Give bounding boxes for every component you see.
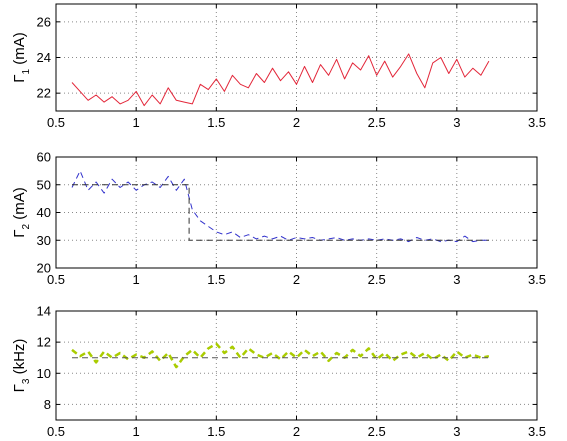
series-line-2 (72, 184, 489, 241)
y-axis-label-symbol: Γ (11, 74, 28, 82)
x-tick-label: 2.5 (368, 272, 386, 287)
x-tick-label: 3.5 (528, 115, 546, 130)
y-axis-label-subscript: 1 (21, 68, 32, 74)
y-tick-label: 14 (37, 304, 51, 319)
y-axis-label: Γ2 (mA) (11, 187, 32, 238)
x-tick-label: 2 (293, 272, 300, 287)
y-axis-label-unit: (mA) (11, 187, 28, 224)
series-layer (71, 53, 490, 107)
x-tick-label: 1 (133, 272, 140, 287)
y-tick-label: 8 (44, 397, 51, 412)
y-axis-label-symbol: Γ (11, 229, 28, 237)
ticks: 0.5 1 1.5 2 2.5 3 3.5 8 10 12 14 (37, 304, 547, 440)
x-tick-label: 0.5 (47, 272, 65, 287)
y-tick-label: 22 (37, 86, 51, 101)
ticks: 0.5 1 1.5 2 2.5 3 3.5 20 30 40 50 60 (37, 150, 547, 288)
x-tick-label: 3.5 (528, 272, 546, 287)
y-tick-label: 26 (37, 14, 51, 29)
y-axis-label: Γ1 (mA) (11, 32, 32, 83)
y-tick-label: 10 (37, 366, 51, 381)
y-axis-label-subscript: 2 (21, 223, 32, 229)
x-tick-label: 2.5 (368, 424, 386, 439)
series-layer (71, 342, 490, 369)
x-tick-label: 0.5 (47, 115, 65, 130)
x-tick-label: 1 (133, 424, 140, 439)
series-line-1 (71, 53, 490, 107)
x-tick-label: 2 (293, 424, 300, 439)
y-tick-label: 20 (37, 261, 51, 276)
y-tick-label: 12 (37, 335, 51, 350)
x-tick-label: 2.5 (368, 115, 386, 130)
series-line-1 (71, 342, 490, 369)
grid (56, 157, 537, 268)
y-axis-label-subscript: 3 (21, 378, 32, 384)
ticks: 0.5 1 1.5 2 2.5 3 3.5 22 24 26 (37, 4, 546, 130)
y-axis-label: Γ3 (kHz) (11, 339, 32, 393)
x-tick-label: 1 (133, 115, 140, 130)
x-tick-label: 1.5 (207, 272, 225, 287)
y-axis-label-unit: (mA) (11, 32, 28, 69)
grid (56, 311, 537, 420)
y-tick-label: 24 (37, 50, 51, 65)
x-tick-label: 3.5 (528, 424, 546, 439)
y-tick-label: 40 (37, 205, 51, 220)
x-tick-label: 1.5 (207, 424, 225, 439)
x-tick-label: 3 (453, 272, 460, 287)
x-tick-label: 3 (453, 424, 460, 439)
y-tick-label: 60 (37, 150, 51, 165)
series-layer (71, 170, 489, 243)
x-tick-label: 0.5 (47, 424, 65, 439)
grid (56, 4, 537, 111)
x-tick-label: 1.5 (207, 115, 225, 130)
series-line-1 (71, 170, 489, 243)
x-tick-label: 3 (453, 115, 460, 130)
y-axis-label-unit: (kHz) (11, 339, 28, 379)
x-tick-label: 2 (293, 115, 300, 130)
y-axis-label-symbol: Γ (11, 384, 28, 392)
y-tick-label: 50 (37, 177, 51, 192)
y-tick-label: 30 (37, 233, 51, 248)
